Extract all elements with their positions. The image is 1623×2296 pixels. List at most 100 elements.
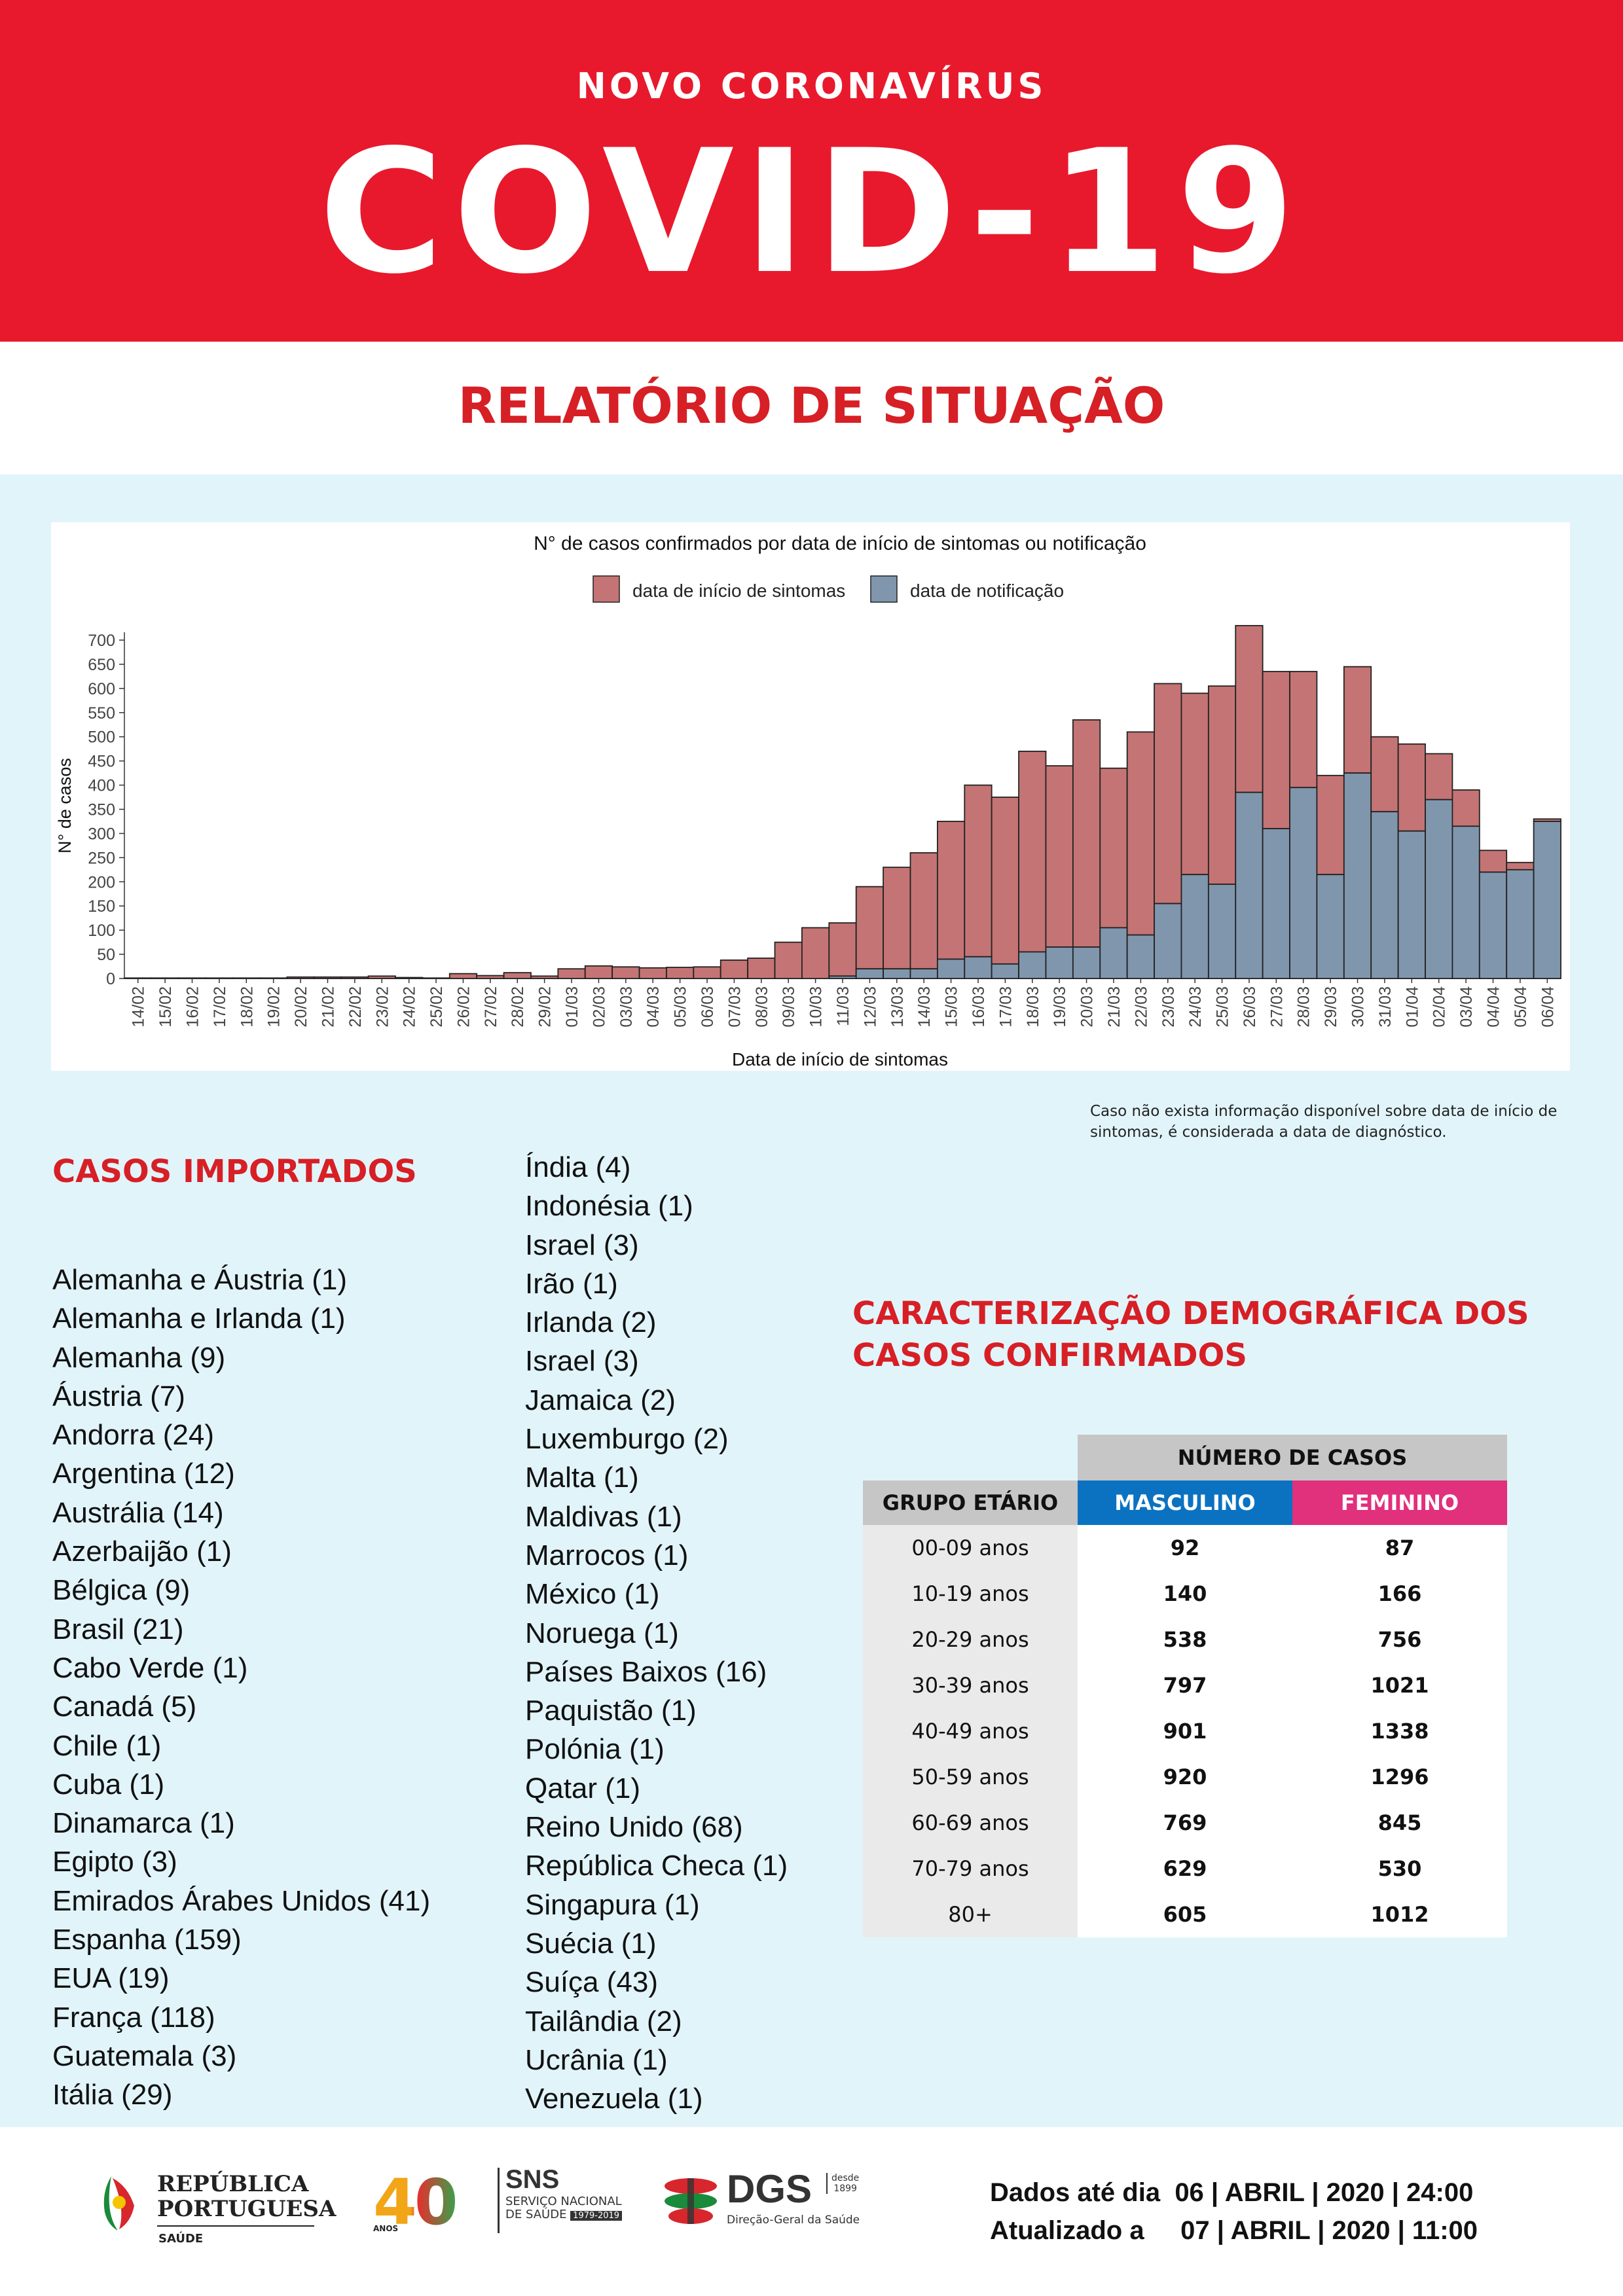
female-count-cell: 1021 — [1292, 1662, 1507, 1708]
x-tick-label: 04/04 — [1485, 986, 1503, 1028]
male-count-cell: 538 — [1078, 1617, 1292, 1662]
imported-list-col1: Alemanha e Áustria (1) Alemanha e Irlanda… — [52, 1261, 430, 2115]
sns-line1: SERVIÇO NACIONAL — [505, 2195, 622, 2208]
x-tick-label: 29/02 — [536, 986, 555, 1028]
demographics-title: CARACTERIZAÇÃO DEMOGRÁFICA DOS CASOS CON… — [852, 1293, 1529, 1376]
imported-country-item: Emirados Árabes Unidos (41) — [52, 1884, 431, 1917]
y-tick-label: 650 — [88, 656, 115, 674]
x-tick-label: 22/02 — [346, 986, 365, 1028]
bar-onset — [1018, 750, 1047, 953]
bar-onset — [1045, 765, 1074, 948]
imported-country-item: Alemanha e Áustria (1) — [52, 1264, 347, 1296]
bar-notification — [1506, 869, 1535, 979]
bar-onset — [1099, 767, 1128, 929]
x-tick-label: 05/04 — [1512, 986, 1530, 1028]
imported-country-item: França (118) — [52, 2001, 215, 2034]
imported-country-item: Alemanha (9) — [52, 1341, 226, 1374]
age-group-cell: 50-59 anos — [863, 1754, 1078, 1800]
x-tick-label: 17/03 — [996, 986, 1015, 1028]
bar-notification — [1045, 946, 1074, 979]
imported-country-item: Singapura (1) — [525, 1888, 700, 1921]
bar-notification — [1397, 830, 1426, 979]
x-tick-label: 01/04 — [1403, 986, 1421, 1028]
bar-onset — [557, 968, 586, 979]
x-tick-label: 08/03 — [753, 986, 771, 1028]
sns-40-anos-logo: 40 ANOS — [373, 2166, 478, 2238]
demographics-row: 50-59 anos 920 1296 — [863, 1754, 1507, 1800]
imported-country-item: Chile (1) — [52, 1729, 162, 1762]
x-tick-label: 15/03 — [943, 986, 961, 1028]
female-count-cell: 1338 — [1292, 1708, 1507, 1754]
bar-onset — [991, 797, 1019, 965]
age-group-cell: 00-09 anos — [863, 1525, 1078, 1571]
demographics-row: 20-29 anos 538 756 — [863, 1617, 1507, 1662]
x-tick-label: 25/03 — [1214, 986, 1232, 1028]
bar-notification — [1154, 903, 1182, 979]
female-count-cell: 845 — [1292, 1800, 1507, 1846]
x-tick-label: 23/02 — [373, 986, 392, 1028]
bar-onset — [1154, 683, 1182, 905]
chart-title: N° de casos confirmados por data de iníc… — [534, 533, 1146, 554]
bar-onset — [1425, 753, 1453, 800]
age-group-cell: 30-39 anos — [863, 1662, 1078, 1708]
bar-onset — [340, 976, 369, 979]
bar-onset — [666, 967, 695, 979]
x-tick-label: 07/03 — [725, 986, 744, 1028]
imported-country-item: Andorra (24) — [52, 1419, 215, 1452]
imported-country-item: Itália (29) — [52, 2079, 173, 2111]
x-tick-label: 14/02 — [130, 986, 148, 1028]
bar-notification — [1235, 791, 1264, 979]
imported-country-item: México (1) — [525, 1578, 660, 1611]
bar-onset — [1207, 685, 1237, 885]
bar-onset — [1126, 731, 1155, 936]
y-tick-label: 250 — [88, 849, 115, 867]
y-tick-label: 350 — [88, 801, 115, 819]
demographics-row: 10-19 anos 140 166 — [863, 1571, 1507, 1617]
updated-at-label: Atualizado a — [990, 2216, 1144, 2245]
bar-onset — [883, 867, 911, 970]
bar-onset — [476, 975, 505, 979]
age-group-cell: 60-69 anos — [863, 1800, 1078, 1846]
imported-title: CASOS IMPORTADOS — [52, 1153, 417, 1190]
bar-notification — [855, 968, 884, 979]
bar-onset — [801, 927, 830, 979]
bar-onset — [855, 886, 884, 970]
x-tick-label: 03/03 — [617, 986, 636, 1028]
dgs-year: 1899 — [833, 2183, 857, 2194]
x-tick-label: 01/03 — [563, 986, 581, 1028]
bar-notification — [1478, 871, 1508, 979]
imported-country-item: Bélgica (9) — [52, 1574, 191, 1607]
legend-swatch-onset — [593, 575, 620, 603]
demographics-row: 60-69 anos 769 845 — [863, 1800, 1507, 1846]
imported-country-item: República Checa (1) — [525, 1850, 788, 1882]
x-tick-label: 16/02 — [183, 986, 202, 1028]
bar-onset — [503, 972, 532, 979]
female-count-cell: 756 — [1292, 1617, 1507, 1662]
imported-country-item: Qatar (1) — [525, 1772, 641, 1804]
bar-notification — [1425, 798, 1453, 979]
age-group-cell: 20-29 anos — [863, 1617, 1078, 1662]
y-tick-label: 400 — [88, 777, 115, 795]
x-tick-label: 06/04 — [1539, 986, 1557, 1028]
bar-onset — [1262, 671, 1290, 829]
updated-at-value: 07 | ABRIL | 2020 | 11:00 — [1180, 2216, 1478, 2245]
republica-line1: REPÚBLICA — [157, 2171, 309, 2197]
x-tick-label: 27/02 — [482, 986, 500, 1028]
imported-country-item: Noruega (1) — [525, 1617, 679, 1649]
imported-country-item: Canadá (5) — [52, 1691, 197, 1723]
male-count-cell: 797 — [1078, 1662, 1292, 1708]
bar-notification — [1180, 874, 1209, 979]
bar-onset — [611, 966, 640, 979]
bar-notification — [1289, 787, 1318, 979]
y-tick-label: 600 — [88, 680, 115, 698]
x-tick-label: 17/02 — [211, 986, 229, 1028]
imported-country-item: Guatemala (3) — [52, 2039, 237, 2072]
y-tick-label: 0 — [106, 970, 115, 988]
data-until: Dados até dia 06 | ABRIL | 2020 | 24:00 — [990, 2178, 1473, 2208]
x-tick-label: 19/02 — [265, 986, 283, 1028]
forty-number: 40 — [373, 2166, 458, 2239]
bar-notification — [909, 968, 938, 979]
chart-container: N° de casos confirmados por data de iníc… — [51, 522, 1570, 1071]
footer: REPÚBLICA PORTUGUESA SAÚDE 40 ANOS SNS S… — [0, 2127, 1623, 2296]
header-age-group: GRUPO ETÁRIO — [863, 1480, 1078, 1525]
